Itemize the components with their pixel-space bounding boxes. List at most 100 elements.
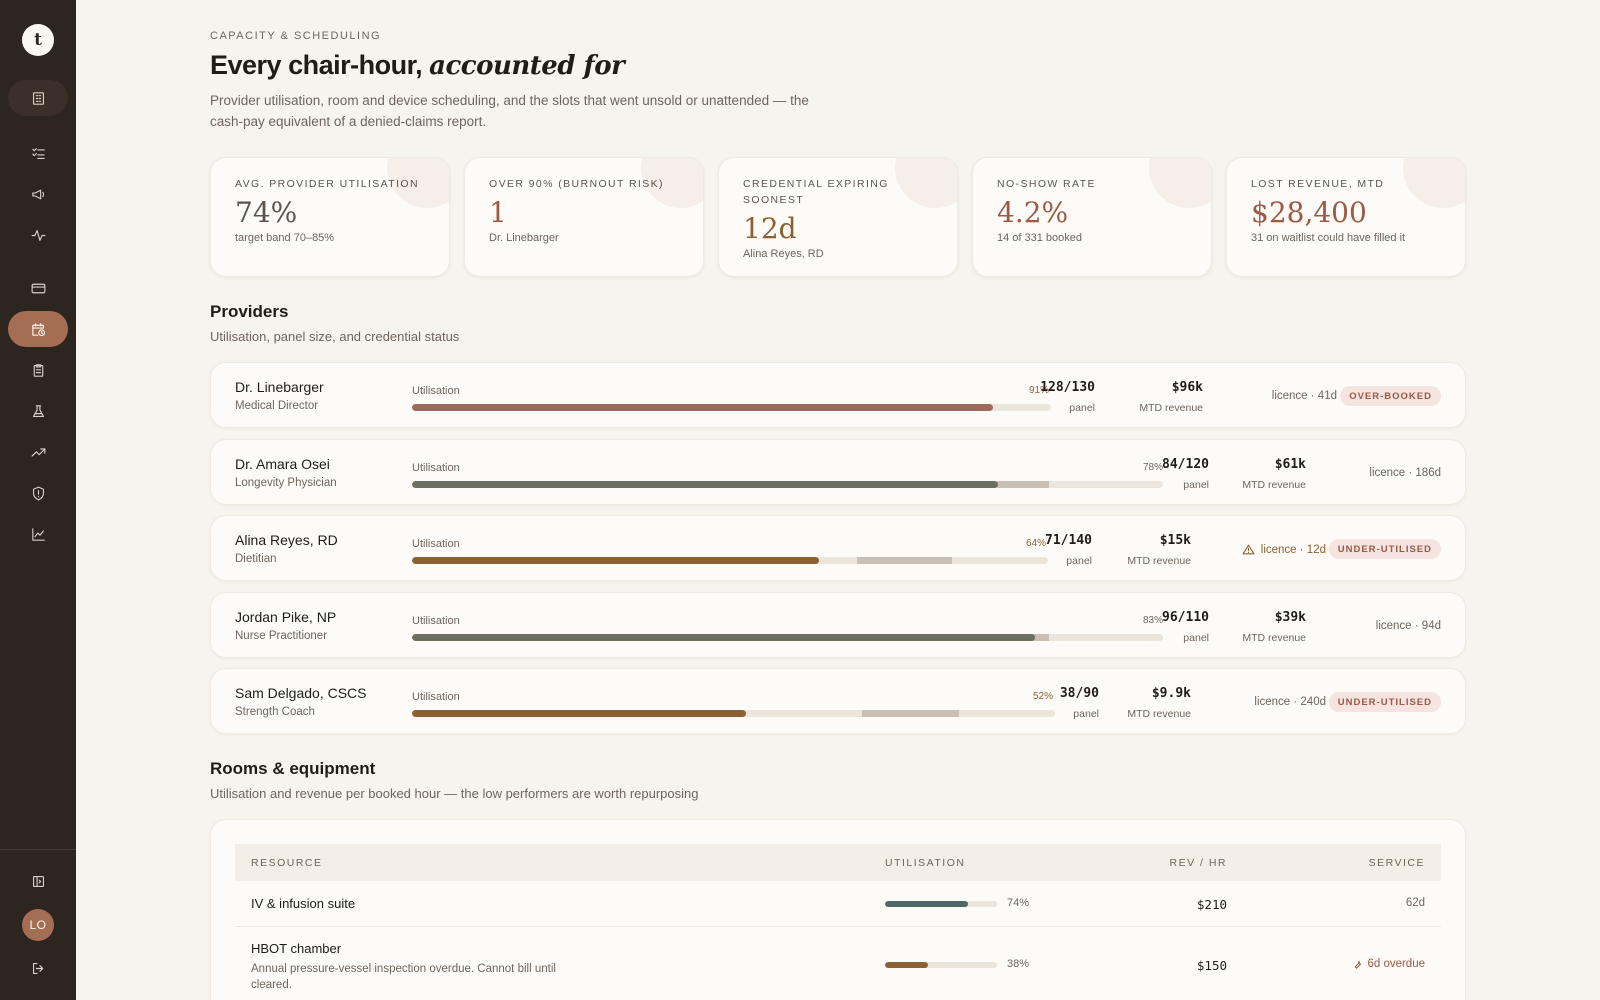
licence-status: licence · 94d	[1375, 619, 1441, 632]
panel-value: 128/130	[1040, 380, 1095, 395]
sidebar-divider	[0, 849, 76, 850]
calendar-clock-icon	[31, 322, 45, 336]
avatar[interactable]: LO	[22, 909, 54, 941]
rev-per-hour: $150	[1196, 958, 1227, 973]
nav-labs[interactable]	[8, 393, 68, 429]
sidebar: t LO	[0, 0, 76, 1000]
page-title-italic: accounted for	[429, 51, 625, 81]
utilisation-bar	[412, 557, 1048, 564]
checklist-icon	[31, 147, 45, 159]
panel-value: 84/120	[1162, 456, 1209, 472]
utilisation-pct: 64%	[1025, 538, 1046, 549]
provider-row[interactable]: Alina Reyes, RD Dietitian Utilisation 64…	[210, 515, 1466, 581]
provider-name: Dr. Amara Osei	[235, 455, 330, 472]
provider-row[interactable]: Dr. Amara Osei Longevity Physician Utili…	[210, 438, 1466, 505]
utilisation-pct: 78%	[1142, 461, 1163, 473]
utilisation-bar-fill	[885, 901, 968, 907]
target-band	[857, 557, 952, 564]
providers-heading: Providers	[210, 302, 289, 321]
licence-status: licence · 186d	[1369, 466, 1441, 479]
provider-row[interactable]: Jordan Pike, NP Nurse Practitioner Utili…	[210, 591, 1466, 658]
credit-card-icon	[31, 283, 45, 293]
utilisation-pct: 38%	[1007, 958, 1030, 970]
kpi-label: OVER 90% (BURNOUT RISK)	[489, 178, 664, 190]
revenue-value: $9.9k	[1151, 686, 1191, 701]
licence-status: licence · 12d	[1242, 543, 1326, 556]
kpi-value: $28,400	[1251, 196, 1367, 229]
provider-row[interactable]: Sam Delgado, CSCS Strength Coach Utilisa…	[210, 668, 1466, 734]
nav-clipboard[interactable]	[8, 352, 68, 388]
table-row[interactable]: HBOT chamber Annual pressure-vessel insp…	[235, 927, 1441, 1000]
rooms-table: RESOURCE UTILISATION REV / HR SERVICE IV…	[210, 819, 1466, 1000]
page-subtitle: Provider utilisation, room and device sc…	[210, 93, 809, 129]
licence-status: licence · 240d	[1254, 696, 1326, 708]
utilisation-bar	[885, 962, 997, 968]
building-icon	[32, 91, 44, 105]
revenue-label: MTD revenue	[1242, 631, 1306, 644]
provider-role: Dietitian	[235, 553, 277, 565]
rooms-heading: Rooms & equipment	[210, 759, 376, 778]
service-text: 6d overdue	[1367, 958, 1425, 970]
kpi-label: LOST REVENUE, MTD	[1251, 178, 1385, 190]
utilisation-label: Utilisation	[412, 538, 460, 550]
nav-dashboard[interactable]	[8, 80, 68, 116]
logo[interactable]: t	[22, 24, 54, 56]
wrench-icon	[1355, 960, 1362, 969]
shield-icon	[32, 486, 44, 500]
nav-tasks[interactable]	[8, 135, 68, 171]
revenue-value: $39k	[1274, 609, 1306, 625]
target-band	[862, 710, 959, 717]
kpi-label: NO-SHOW RATE	[997, 178, 1096, 190]
provider-name: Dr. Linebarger	[235, 379, 324, 395]
kpi-no-show-rate: NO-SHOW RATE 4.2% 14 of 331 booked	[972, 157, 1212, 277]
nav-compliance[interactable]	[8, 475, 68, 511]
service-status: 62d	[1405, 897, 1425, 909]
nav-billing[interactable]	[8, 270, 68, 306]
provider-list: Dr. Linebarger Medical Director Utilisat…	[210, 362, 1466, 745]
kpi-note: 31 on waitlist could have filled it	[1251, 232, 1406, 244]
kpi-strip: AVG. PROVIDER UTILISATION 74% target ban…	[210, 157, 1466, 277]
revenue-label: MTD revenue	[1242, 478, 1306, 491]
provider-name: Jordan Pike, NP	[235, 608, 337, 625]
sidebar-toggle-button[interactable]	[8, 863, 68, 899]
revenue-label: MTD revenue	[1127, 555, 1191, 567]
nav-campaigns[interactable]	[8, 176, 68, 212]
column-header-service[interactable]: SERVICE	[1368, 857, 1425, 869]
page-title: Every chair-hour, accounted for	[210, 50, 625, 81]
provider-name: Alina Reyes, RD	[235, 532, 338, 548]
column-header-resource[interactable]: RESOURCE	[251, 857, 323, 869]
logout-button[interactable]	[8, 950, 68, 986]
nav-reports[interactable]	[8, 516, 68, 552]
utilisation-label: Utilisation	[412, 461, 460, 474]
provider-row[interactable]: Dr. Linebarger Medical Director Utilisat…	[210, 362, 1466, 428]
kpi-note: Dr. Linebarger	[489, 232, 559, 244]
kpi-note: 14 of 331 booked	[997, 232, 1083, 244]
kpi-burnout-risk: OVER 90% (BURNOUT RISK) 1 Dr. Linebarger	[464, 157, 704, 277]
utilisation-pct: 74%	[1007, 897, 1030, 909]
kpi-value: 1	[489, 196, 507, 229]
providers-subheading: Utilisation, panel size, and credential …	[210, 329, 460, 344]
panel-value: 71/140	[1045, 533, 1092, 548]
kpi-value: 74%	[235, 196, 298, 229]
nav-scheduling[interactable]	[8, 311, 68, 347]
utilisation-bar	[412, 710, 1055, 717]
warning-icon	[1242, 544, 1255, 555]
status-badge: UNDER-UTILISED	[1328, 692, 1441, 712]
column-header-utilisation[interactable]: UTILISATION	[885, 857, 966, 869]
status-badge: OVER-BOOKED	[1340, 386, 1441, 406]
column-header-rev-hr[interactable]: REV / HR	[1169, 857, 1227, 869]
provider-role: Strength Coach	[235, 706, 315, 718]
panel-label: panel	[1183, 478, 1209, 491]
table-row[interactable]: IV & infusion suite 74% $210 62d	[235, 881, 1441, 927]
logout-icon	[32, 962, 43, 974]
sidebar-toggle-icon	[32, 875, 44, 887]
utilisation-bar-fill	[412, 557, 820, 564]
nav-growth[interactable]	[8, 434, 68, 470]
utilisation-label: Utilisation	[412, 614, 460, 627]
utilisation-pct: 52%	[1032, 691, 1053, 702]
panel-value: 38/90	[1059, 686, 1099, 701]
target-band	[997, 480, 1049, 488]
line-chart-icon	[31, 527, 45, 541]
rooms-subheading: Utilisation and revenue per booked hour …	[210, 786, 699, 801]
nav-activity[interactable]	[8, 217, 68, 253]
